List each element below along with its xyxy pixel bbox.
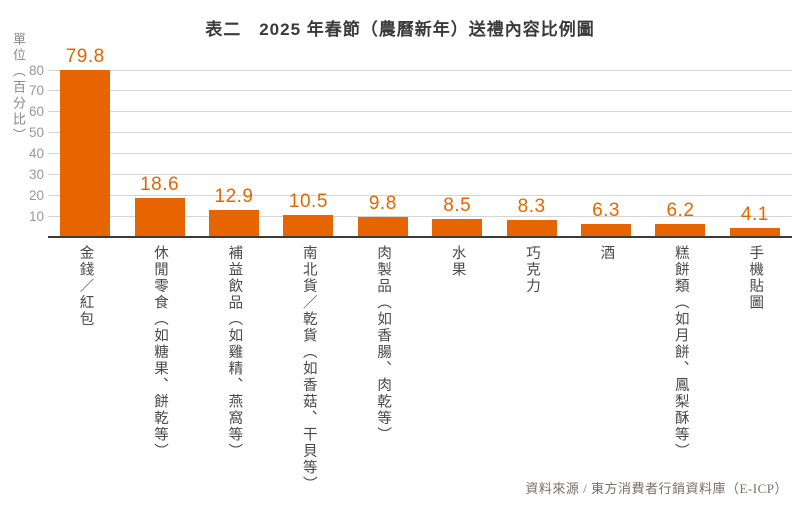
bar-group: 18.6 <box>122 175 196 237</box>
bar <box>134 198 185 237</box>
bar-value-label: 79.8 <box>65 46 105 68</box>
category-label: 手機貼圖 <box>747 245 764 311</box>
gridline <box>48 90 792 92</box>
bar <box>357 216 408 237</box>
bar-value-label: 10.5 <box>288 191 328 213</box>
bar-value-label: 4.1 <box>740 204 769 226</box>
bar-value-label: 12.9 <box>214 186 254 208</box>
gridline <box>48 194 792 196</box>
gridline <box>48 215 792 217</box>
y-tick-label: 20 <box>28 187 44 203</box>
bar <box>729 228 780 237</box>
category-label: 糕餅類（如月餅、鳳梨酥等） <box>672 245 689 460</box>
y-axis-unit-label: 單位（百分比） <box>11 32 26 144</box>
gridline <box>48 173 792 175</box>
bar-group: 4.1 <box>718 205 792 237</box>
bar-group: 8.3 <box>494 197 568 237</box>
chart-title: 表二 2025 年春節（農曆新年）送禮內容比例圖 <box>205 20 595 39</box>
category-label: 補益飲品（如雞精、燕窩等） <box>226 245 243 460</box>
gridline <box>48 69 792 71</box>
bar-group: 9.8 <box>346 194 420 237</box>
bar <box>581 223 632 237</box>
bar-group: 8.5 <box>420 196 494 237</box>
bar-group: 10.5 <box>271 192 345 237</box>
bar <box>60 70 111 237</box>
x-axis-line <box>48 236 792 238</box>
bar <box>506 219 557 237</box>
category-label: 南北貨／乾貨（如香菇、干貝等） <box>300 245 317 493</box>
y-axis-ticks: 10 20 30 40 50 60 70 80 <box>6 63 44 237</box>
bar-value-label: 9.8 <box>368 192 397 214</box>
source-note: 資料來源 / 東方消費者行銷資料庫（E-ICP） <box>525 481 788 496</box>
gridline <box>48 111 792 113</box>
category-label: 水果 <box>449 245 466 278</box>
gridline <box>48 132 792 134</box>
y-tick-label: 70 <box>28 83 44 99</box>
bar <box>655 224 706 237</box>
gridline <box>48 153 792 154</box>
bars: 79.8 18.6 12.9 10.5 9.8 8.5 8.3 6.3 6.2 4.1 <box>48 47 792 237</box>
category-label: 金錢／紅包 <box>77 245 94 328</box>
category-label: 休閒零食（如糖果、餅乾等） <box>151 245 168 460</box>
bar-value-label: 6.3 <box>592 199 620 221</box>
bar <box>432 219 483 237</box>
bar <box>209 210 260 237</box>
bar <box>283 215 334 237</box>
y-tick-label: 80 <box>28 62 44 78</box>
category-label: 巧克力 <box>523 245 540 295</box>
plot-area: 79.8 18.6 12.9 10.5 9.8 8.5 8.3 6.3 6.2 4.1 <box>48 47 792 238</box>
bar-value-label: 8.5 <box>443 195 472 217</box>
bar-group: 6.2 <box>643 201 717 237</box>
category-labels: 金錢／紅包 休閒零食（如糖果、餅乾等） 補益飲品（如雞精、燕窩等） 南北貨／乾貨（如香… <box>48 245 792 493</box>
bar-value-label: 8.3 <box>517 195 546 217</box>
y-tick-label: 50 <box>28 124 44 140</box>
y-tick-label: 30 <box>28 166 44 182</box>
bar-group: 79.8 <box>48 47 122 237</box>
y-tick-label: 40 <box>28 145 44 161</box>
bar-value-label: 18.6 <box>140 174 180 196</box>
category-label: 肉製品（如香腸、肉乾等） <box>375 245 392 443</box>
gridlines <box>48 69 792 237</box>
y-tick-label: 60 <box>28 104 44 119</box>
category-label: 酒 <box>598 245 615 262</box>
bar-value-label: 6.2 <box>666 200 695 222</box>
bar-group: 12.9 <box>197 187 271 237</box>
y-tick-label: 10 <box>28 208 44 224</box>
bar-group: 6.3 <box>569 201 643 237</box>
